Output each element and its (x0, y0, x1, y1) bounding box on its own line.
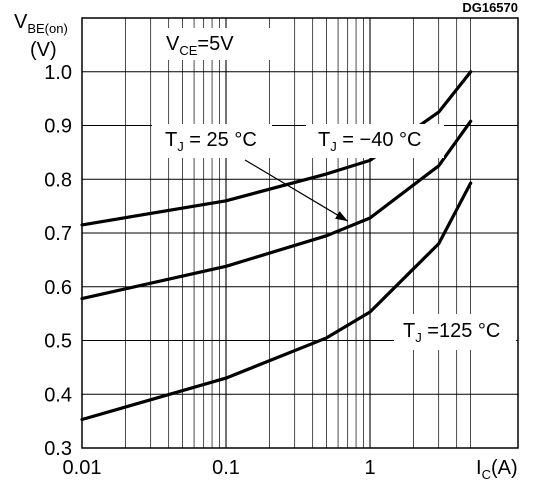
annotation-125c: TJ =125 °C (403, 320, 500, 345)
x-tick-label: 0.01 (63, 457, 102, 479)
curve-tj-125c (80, 181, 473, 422)
x-axis-label-unit: (A) (491, 457, 518, 479)
x-axis-label: IC(A) (476, 457, 518, 482)
annotation-25c-bg (152, 124, 272, 158)
condition-label-sub: CE (179, 43, 197, 58)
annotation-minus40c: TJ = −40 °C (318, 129, 421, 154)
x-axis-label-main: I (476, 457, 482, 479)
condition-label-text: =5V (197, 33, 234, 55)
x-tick-label: 1 (364, 457, 375, 479)
y-tick-label: 0.6 (44, 277, 72, 299)
y-tick-label: 0.7 (44, 223, 72, 245)
y-tick-label: 0.9 (44, 116, 72, 138)
annotation-25c-text: = 25 °C (184, 129, 257, 151)
grid-major (82, 17, 518, 448)
y-tick-label: 0.5 (44, 331, 72, 353)
annotation-125c-bg (394, 314, 516, 350)
annotation-minus40c-text: = −40 °C (337, 129, 422, 151)
annotation-25c-sub: J (177, 139, 184, 154)
condition-label-main: V (166, 33, 180, 55)
condition-label: VCE=5V (166, 33, 234, 58)
y-axis-label-sub: BE(on) (27, 21, 67, 36)
annotation-25c: TJ = 25 °C (165, 129, 257, 154)
x-tick-label: 0.1 (212, 457, 240, 479)
y-tick-label: 1.0 (44, 62, 72, 84)
annotation-arrow-head (335, 211, 348, 222)
annotation-minus40c-main: T (318, 129, 330, 151)
curve-tj-minus40c (80, 70, 473, 227)
annotation-25c-main: T (165, 129, 177, 151)
y-axis-label-main: V (14, 11, 28, 33)
annotation-arrow-line (244, 159, 349, 222)
annotation-125c-text: =125 °C (422, 320, 501, 342)
condition-label-bg (152, 28, 270, 60)
y-axis-label: VBE(on) (14, 11, 68, 36)
y-axis-unit: (V) (30, 39, 57, 61)
annotation-125c-sub: J (415, 330, 422, 345)
y-tick-label: 0.4 (44, 384, 72, 406)
curve-tj-25c (80, 119, 473, 301)
figure-code: DG16570 (462, 0, 518, 15)
x-axis-label-sub: C (482, 467, 491, 482)
annotation-arrow-layer (244, 159, 349, 222)
y-tick-label: 0.8 (44, 169, 72, 191)
y-tick-label: 0.3 (44, 438, 72, 460)
curves (80, 70, 473, 422)
plot-frame (81, 17, 519, 449)
annotation-minus40c-sub: J (330, 139, 337, 154)
tick-labels: 0.3 0.4 0.5 0.6 0.7 0.8 0.9 1.0 0.01 0.1 1 (44, 62, 375, 479)
annotation-minus40c-bg (306, 124, 444, 158)
annotation-125c-main: T (403, 320, 415, 342)
